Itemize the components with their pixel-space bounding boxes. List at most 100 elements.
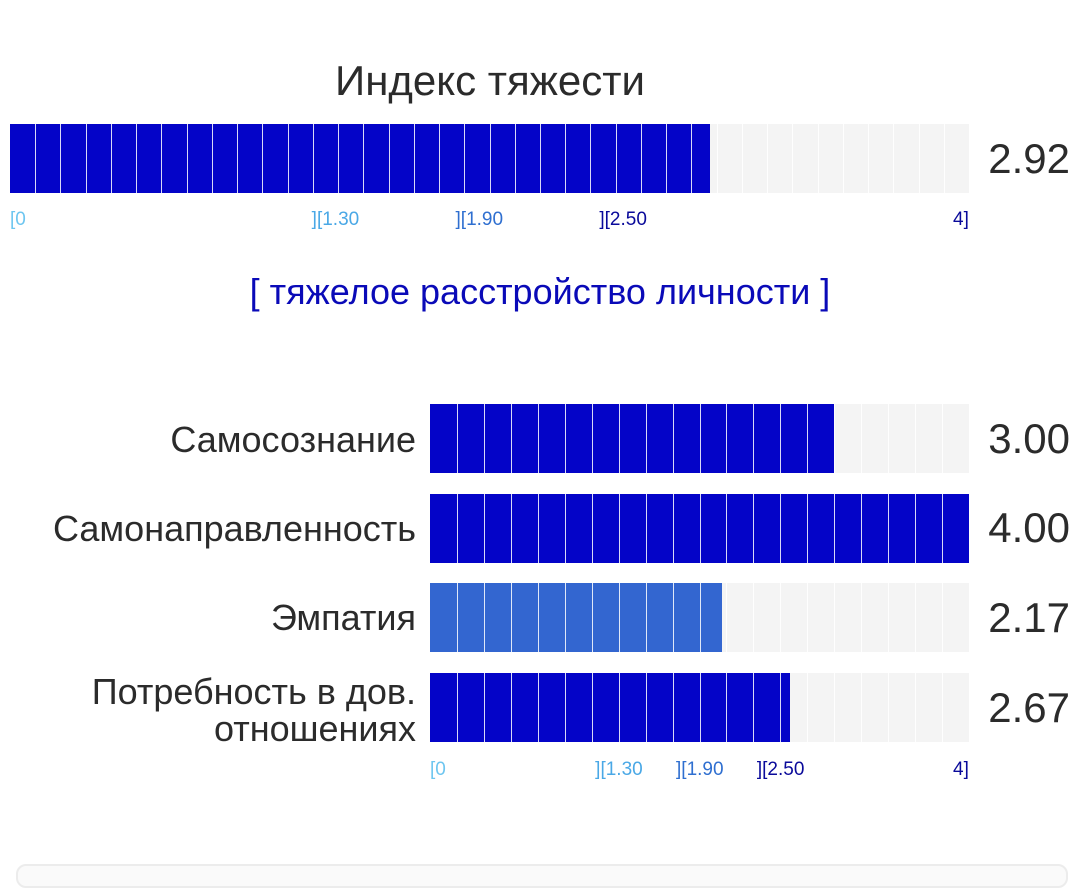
bar-segment-divider	[537, 673, 539, 742]
bar-segment-divider	[699, 404, 701, 473]
bar-segment-divider	[161, 124, 163, 193]
row-label-intimacy-need: Потребность в дов. отношениях	[91, 671, 416, 749]
bar-segment-divider	[672, 673, 674, 742]
row-bar-empathy	[430, 583, 969, 652]
bar-segment-divider	[792, 124, 794, 193]
bar-segment-divider	[537, 583, 539, 652]
bar-segment-divider	[915, 583, 917, 652]
bar-segment-divider	[807, 583, 809, 652]
bar-segment-divider	[753, 673, 755, 742]
row-label-self-direction: Самонаправленность	[53, 508, 416, 549]
bar-segment-divider	[942, 673, 944, 742]
bar-segment-divider	[915, 494, 917, 563]
row-value-self-direction: 4.00	[988, 504, 1070, 551]
bar-segment-divider	[483, 494, 485, 563]
bar-segment-divider	[539, 124, 541, 193]
bar-segment-divider	[861, 673, 863, 742]
bar-segment-divider	[464, 124, 466, 193]
bar-segment-divider	[35, 124, 37, 193]
bar-segment-divider	[807, 404, 809, 473]
bar-segment-divider	[590, 124, 592, 193]
scale-label: ][1.30	[311, 209, 360, 230]
bar-segment-divider	[672, 404, 674, 473]
row-value-intimacy-need: 2.67	[988, 684, 1070, 731]
bar-segment-divider	[918, 124, 920, 193]
bar-segment-divider	[861, 404, 863, 473]
bar-segment-divider	[537, 494, 539, 563]
scale-label: ][1.90	[676, 759, 724, 780]
bar-segment-divider	[645, 494, 647, 563]
bar-segment-divider	[564, 404, 566, 473]
bar-segment-divider	[888, 404, 890, 473]
bar-segment-divider	[510, 494, 512, 563]
bar-segment-divider	[726, 494, 728, 563]
page-title: Индекс тяжести	[335, 57, 645, 104]
scale-label: ][2.50	[756, 759, 805, 780]
bar-segment-divider	[834, 494, 836, 563]
bar-segment-divider	[716, 124, 718, 193]
bar-segment-divider	[893, 124, 895, 193]
bar-fill	[430, 673, 790, 742]
bar-segment-divider	[726, 404, 728, 473]
scale-label: ][2.50	[599, 209, 647, 230]
bar-segment-divider	[591, 494, 593, 563]
bar-segment-divider	[888, 494, 890, 563]
bar-segment-divider	[618, 583, 620, 652]
scale-label: ][1.90	[455, 209, 504, 230]
bar-segment-divider	[780, 673, 782, 742]
bar-segment-divider	[564, 583, 566, 652]
bar-segment-divider	[753, 494, 755, 563]
bar-segment-divider	[842, 124, 844, 193]
bar-segment-divider	[726, 673, 728, 742]
bar-segment-divider	[363, 124, 365, 193]
bar-segment-divider	[591, 583, 593, 652]
bar-segment-divider	[483, 583, 485, 652]
bar-segment-divider	[413, 124, 415, 193]
bar-segment-divider	[439, 124, 441, 193]
row-value-self-awareness: 3.00	[988, 415, 1070, 462]
bar-segment-divider	[645, 583, 647, 652]
bar-segment-divider	[456, 494, 458, 563]
scale-label: 4]	[953, 759, 969, 780]
bar-segment-divider	[510, 673, 512, 742]
bar-segment-divider	[287, 124, 289, 193]
row-bar-self-awareness	[430, 404, 969, 473]
bar-segment-divider	[489, 124, 491, 193]
bar-segment-divider	[861, 494, 863, 563]
bar-segment-divider	[136, 124, 138, 193]
bar-segment-divider	[726, 583, 728, 652]
bar-segment-divider	[834, 583, 836, 652]
bar-segment-divider	[645, 673, 647, 742]
scale-label: [0	[430, 759, 446, 780]
bar-segment-divider	[834, 404, 836, 473]
row-scale: [0 ][1.30 ][1.90 ][2.50 4]	[430, 758, 969, 782]
bar-segment-divider	[942, 404, 944, 473]
row-bar-self-direction	[430, 494, 969, 563]
bar-segment-divider	[456, 583, 458, 652]
bar-segment-divider	[672, 494, 674, 563]
bar-segment-divider	[456, 673, 458, 742]
bar-segment-divider	[591, 404, 593, 473]
bar-segment-divider	[338, 124, 340, 193]
bar-fill	[430, 583, 723, 652]
bar-fill	[430, 404, 835, 473]
severity-category-label: [ тяжелое расстройство личности ]	[249, 271, 831, 312]
severity-scale: [0][1.30][1.90][2.50 4]	[10, 208, 969, 232]
scale-label: ][1.30	[595, 759, 643, 780]
bar-segment-divider	[640, 124, 642, 193]
bottom-panel	[16, 864, 1068, 888]
bar-segment-divider	[483, 673, 485, 742]
bar-segment-divider	[565, 124, 567, 193]
bar-segment-divider	[767, 124, 769, 193]
bar-segment-divider	[915, 673, 917, 742]
bar-segment-divider	[942, 494, 944, 563]
bar-segment-divider	[645, 404, 647, 473]
bar-segment-divider	[510, 583, 512, 652]
bar-segment-divider	[888, 673, 890, 742]
bar-segment-divider	[618, 494, 620, 563]
severity-index-bar	[10, 124, 969, 193]
row-label-self-awareness: Самосознание	[170, 419, 416, 460]
bar-segment-divider	[186, 124, 188, 193]
bar-segment-divider	[672, 583, 674, 652]
bar-segment-divider	[262, 124, 264, 193]
